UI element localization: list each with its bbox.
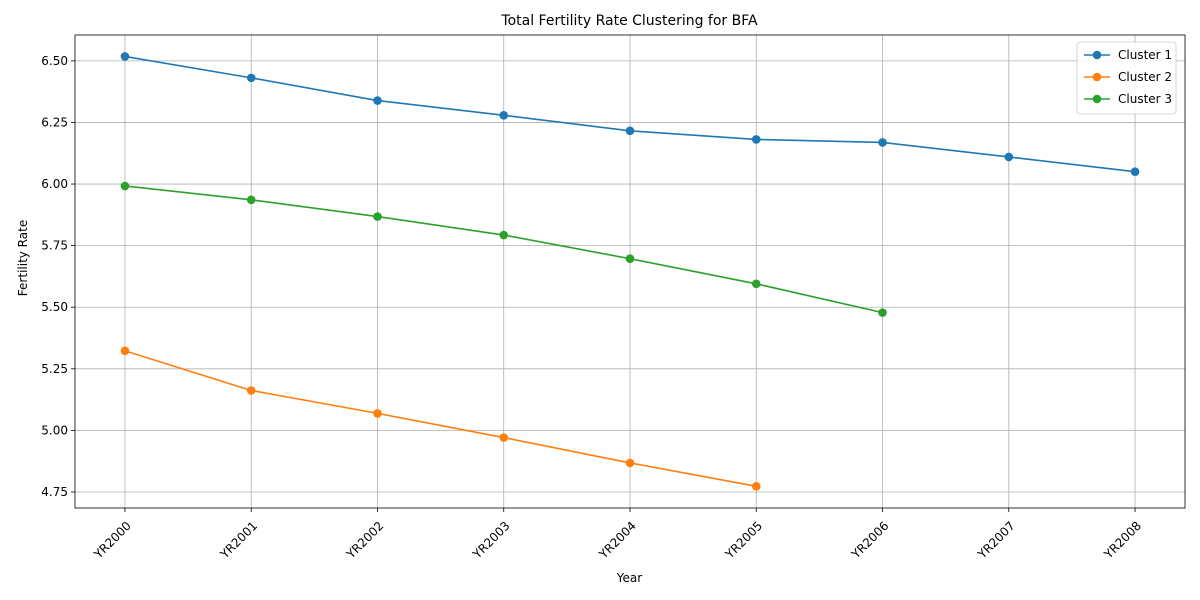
data-point xyxy=(625,254,635,263)
series-cluster-2 xyxy=(120,346,761,491)
legend-item: Cluster 1 xyxy=(1084,48,1172,62)
x-axis-label: Year xyxy=(616,571,642,585)
legend-box xyxy=(1076,41,1177,115)
data-point xyxy=(878,138,887,147)
data-point xyxy=(499,230,509,240)
data-point xyxy=(751,482,761,491)
y-tick-label: 5.75 xyxy=(41,239,68,253)
x-tick-label: YR2003 xyxy=(469,519,512,562)
data-point xyxy=(246,386,256,395)
x-tick-label: YR2006 xyxy=(848,519,891,562)
data-point xyxy=(120,181,130,191)
data-point xyxy=(246,73,256,83)
data-point xyxy=(499,111,509,120)
y-tick-label: 5.25 xyxy=(41,362,68,376)
data-point xyxy=(1130,167,1140,177)
data-point xyxy=(246,195,256,205)
x-tick-label: YR2000 xyxy=(91,519,134,562)
data-point xyxy=(751,279,761,289)
series-cluster-3 xyxy=(120,181,887,317)
legend-marker xyxy=(1092,72,1102,82)
series-line xyxy=(124,350,757,488)
x-tick-label: YR2008 xyxy=(1101,519,1144,562)
legend-label: Cluster 2 xyxy=(1118,70,1172,84)
y-tick-label: 6.25 xyxy=(41,115,68,129)
chart-title: Total Fertility Rate Clustering for BFA xyxy=(500,13,758,29)
y-tick-label: 5.50 xyxy=(41,300,68,314)
x-axis: YR2000 YR2001 YR2002 YR2003 YR2004 YR2005 YR20… xyxy=(91,508,1144,562)
x-tick-label: YR2001 xyxy=(217,519,260,562)
y-tick-label: 6.50 xyxy=(41,54,68,68)
legend-marker xyxy=(1092,50,1102,60)
grid xyxy=(75,35,1185,508)
data-point xyxy=(751,135,761,144)
series-layer xyxy=(120,52,1140,491)
x-tick-label: YR2004 xyxy=(596,519,639,562)
y-axis: 4.75 5.00 5.25 5.50 5.75 6.00 6.25 6.50 xyxy=(41,54,75,499)
legend: Cluster 1 Cluster 2 Cluster 3 xyxy=(1076,41,1177,115)
data-point xyxy=(499,433,509,442)
x-tick-label: YR2002 xyxy=(343,519,386,562)
data-point xyxy=(878,308,887,317)
data-point xyxy=(120,346,130,356)
y-tick-label: 5.00 xyxy=(41,423,68,437)
x-tick-label: YR2005 xyxy=(722,519,765,562)
data-point xyxy=(120,52,130,61)
legend-item: Cluster 3 xyxy=(1084,92,1172,106)
data-point xyxy=(373,96,382,105)
x-tick-label: YR2007 xyxy=(974,519,1017,562)
legend-label: Cluster 3 xyxy=(1118,92,1172,106)
data-point xyxy=(625,458,635,468)
series-cluster-1 xyxy=(120,52,1140,177)
legend-label: Cluster 1 xyxy=(1118,48,1172,62)
y-axis-label: Fertility Rate xyxy=(16,220,30,296)
y-tick-label: 6.00 xyxy=(41,177,68,191)
data-point xyxy=(373,212,382,221)
legend-item: Cluster 2 xyxy=(1084,70,1172,84)
data-point xyxy=(625,126,635,136)
data-point xyxy=(373,409,382,418)
y-tick-label: 4.75 xyxy=(41,485,68,499)
legend-marker xyxy=(1092,94,1102,104)
data-point xyxy=(1004,152,1014,162)
